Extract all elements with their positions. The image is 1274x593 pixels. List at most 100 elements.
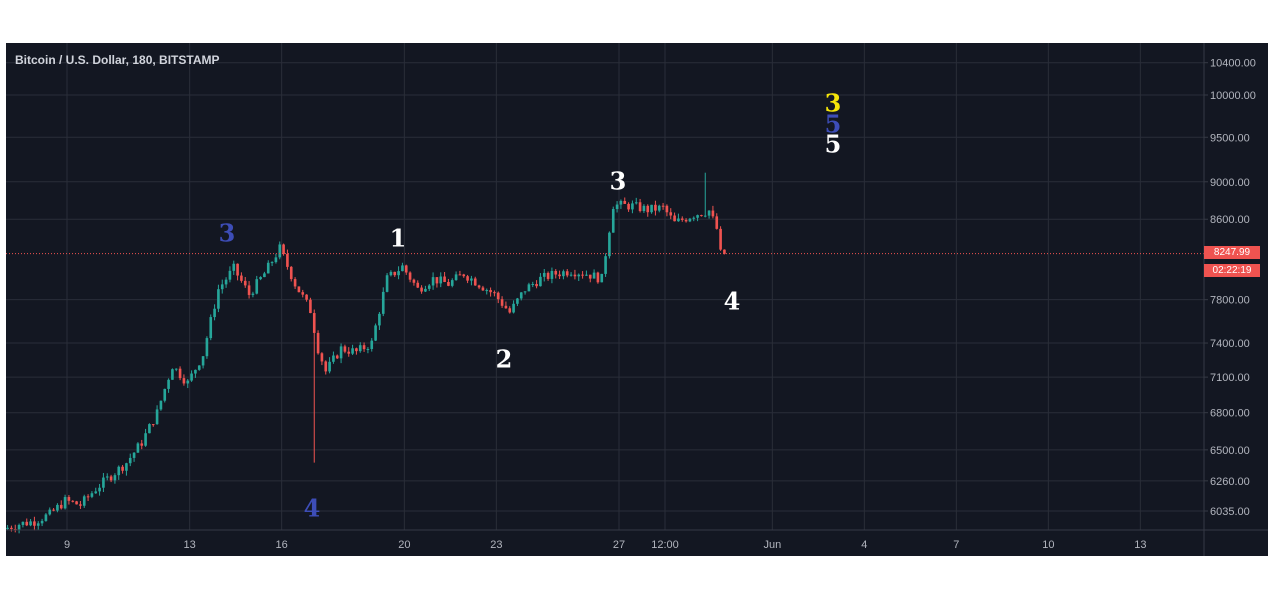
candle-body (75, 501, 78, 505)
candle-body (128, 457, 132, 464)
candle-body (562, 271, 565, 277)
candle-body (205, 338, 209, 357)
candle-body (378, 313, 381, 326)
candle-body (447, 281, 450, 286)
candle-body (29, 521, 32, 526)
candle-body (519, 292, 523, 299)
candle-body (504, 305, 508, 309)
candle-body (715, 216, 719, 229)
candle-body (592, 272, 596, 279)
candle-body (286, 253, 289, 267)
candle-body (63, 497, 67, 509)
candle-body (224, 279, 228, 285)
candle-body (404, 265, 408, 273)
candle-body (335, 355, 339, 359)
candle-body (148, 424, 151, 434)
y-tick-label: 6260.00 (1210, 476, 1250, 488)
candle-body (450, 280, 454, 286)
candle-body (86, 496, 90, 498)
candle-body (611, 209, 615, 233)
candle-body (642, 205, 646, 212)
y-tick-label: 6035.00 (1210, 506, 1250, 518)
candle-body (677, 218, 680, 222)
candle-body (163, 388, 167, 401)
candle-body (427, 285, 431, 289)
candle-body (343, 346, 347, 352)
candle-body (263, 273, 266, 278)
candle-body (473, 278, 477, 286)
candle-body (527, 284, 531, 292)
candle-body (320, 353, 324, 362)
candle-body (278, 244, 282, 258)
y-tick-label: 9500.00 (1210, 132, 1250, 144)
candle-body (59, 504, 63, 509)
candle-body (604, 256, 607, 274)
candle-body (581, 274, 584, 276)
candle-body (48, 509, 52, 515)
candle-body (36, 523, 40, 526)
candle-body (293, 279, 297, 287)
candle-body (366, 348, 370, 350)
candle-body (550, 270, 554, 279)
candle-body (117, 466, 121, 476)
candle-body (619, 200, 623, 205)
candle-body (274, 257, 278, 263)
candle-body (700, 215, 703, 217)
candlestick-chart[interactable]: 10400.00 10000.00 9500.00 9000.00 8600.00 780… (6, 43, 1268, 556)
x-tick-label: 20 (398, 539, 410, 551)
candle-body (155, 409, 159, 425)
candle-body (228, 270, 232, 280)
candle-body (615, 204, 619, 210)
candle-body (420, 287, 423, 292)
candle-body (661, 205, 665, 207)
candle-body (232, 263, 236, 271)
candle-body (489, 290, 492, 293)
candle-body (443, 276, 446, 282)
candle-body (416, 282, 420, 288)
candle-body (67, 497, 71, 501)
candle-body (301, 292, 305, 295)
candle-body (385, 275, 389, 292)
symbol-title: Bitcoin / U.S. Dollar, 180, BITSTAMP (15, 53, 220, 67)
candle-body (535, 284, 538, 287)
candle-body (109, 476, 113, 481)
candle-body (627, 203, 630, 210)
candle-body (98, 487, 101, 492)
candle-body (113, 475, 117, 481)
candle-body (82, 496, 86, 506)
chart-panel[interactable]: 10400.00 10000.00 9500.00 9000.00 8600.00 780… (6, 43, 1268, 556)
candle-body (174, 368, 178, 370)
candle-body (79, 504, 82, 506)
candle-body (470, 278, 473, 281)
y-tick-label: 7100.00 (1210, 372, 1250, 384)
x-tick-label: Jun (763, 539, 781, 551)
candle-body (508, 308, 512, 313)
candle-body (516, 298, 519, 304)
candle-body (650, 204, 653, 213)
candle-body (71, 500, 75, 502)
candle-body (213, 308, 216, 318)
candle-body (358, 345, 362, 352)
candle-body (56, 504, 59, 511)
candle-body (255, 279, 259, 294)
candle-body (297, 286, 301, 293)
candle-body (25, 521, 29, 526)
wave-label-yellow-3: 3 (825, 89, 842, 118)
candle-body (408, 272, 412, 280)
wave-label-blue-4: 4 (304, 494, 321, 523)
candle-body (719, 228, 722, 250)
y-tick-label: 9000.00 (1210, 177, 1250, 189)
candle-body (573, 274, 577, 277)
y-tick-label: 6500.00 (1210, 445, 1250, 457)
candle-body (33, 521, 36, 526)
candle-body (657, 205, 661, 211)
candle-body (485, 290, 489, 292)
candle-body (481, 287, 485, 291)
candle-body (466, 276, 469, 281)
x-tick-label: 23 (490, 539, 502, 551)
candle-body (493, 292, 496, 294)
candle-body (52, 509, 55, 511)
x-tick-label: 12:00 (651, 539, 679, 551)
candle-body (673, 215, 676, 222)
